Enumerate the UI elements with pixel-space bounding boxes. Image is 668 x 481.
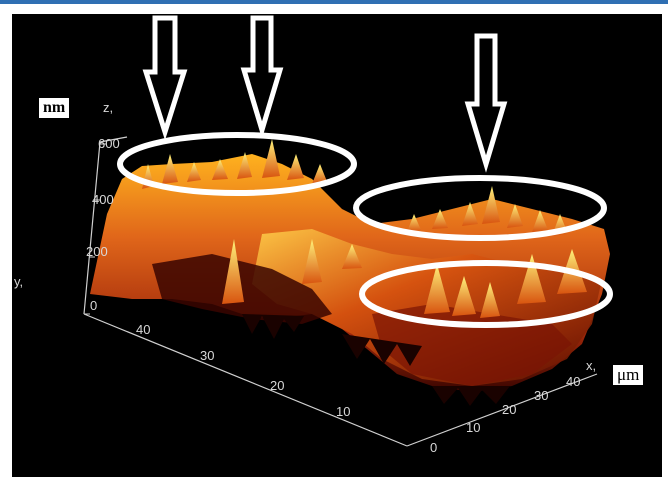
z-axis-ticks: [84, 143, 106, 315]
z-unit-label: nm: [39, 98, 70, 118]
z-axis-letter: z,: [103, 100, 113, 115]
axis-frame: [83, 136, 598, 447]
down-arrow-icon-2: [240, 15, 284, 139]
annotation-ellipse-3: [359, 260, 613, 328]
surface-peaks: [142, 139, 587, 318]
y-tick-label: 30: [200, 348, 214, 363]
y-axis-letter: y,: [14, 274, 23, 289]
x-tick-label: 0: [430, 440, 437, 455]
x-axis-line: [406, 373, 598, 447]
top-accent-bar: [0, 0, 668, 4]
afm-image-frame: z, y, x, 0 200 400 600 10 20 30 40 0 10 …: [12, 14, 662, 477]
annotation-ellipses: [117, 132, 613, 328]
y-tick-label: 10: [336, 404, 350, 419]
afm-3d-surface-plot: z, y, x, 0 200 400 600 10 20 30 40 0 10 …: [14, 15, 613, 455]
x-tick-label: 30: [534, 388, 548, 403]
z-tick-label: 0: [90, 298, 97, 313]
xy-unit-label: μm: [613, 365, 644, 385]
z-tick-label: 200: [86, 244, 108, 259]
y-tick-label: 40: [136, 322, 150, 337]
z-tick-label: 400: [92, 192, 114, 207]
annotation-arrows: [142, 15, 508, 173]
down-arrow-icon-3: [464, 33, 508, 173]
y-axis-line: [83, 313, 408, 447]
x-tick-label: 10: [466, 420, 480, 435]
annotation-ellipse-1: [117, 132, 357, 196]
z-axis-line: [83, 141, 101, 315]
surface-fringe: [242, 314, 510, 406]
z-tick-label: 600: [98, 136, 120, 151]
y-tick-label: 20: [270, 378, 284, 393]
z-axis-top-tick: [99, 136, 128, 143]
x-tick-label: 20: [502, 402, 516, 417]
down-arrow-icon-1: [142, 15, 188, 141]
x-axis-letter: x,: [586, 358, 596, 373]
x-tick-label: 40: [566, 374, 580, 389]
annotation-ellipse-2: [353, 175, 607, 241]
